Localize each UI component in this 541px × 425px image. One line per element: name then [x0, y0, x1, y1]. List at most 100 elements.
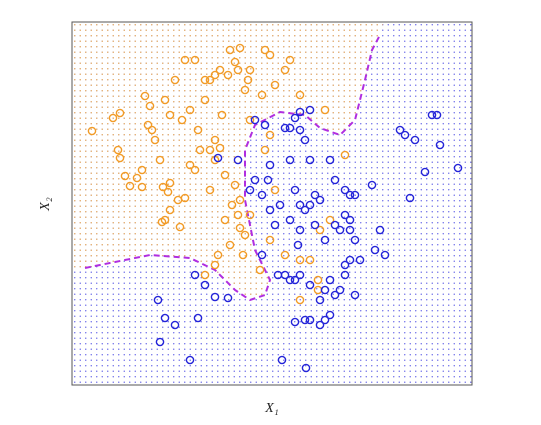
point — [260, 145, 270, 155]
point — [320, 315, 330, 325]
point — [325, 215, 335, 225]
point — [367, 180, 377, 190]
point — [295, 90, 305, 100]
point — [260, 45, 270, 55]
point — [193, 125, 203, 135]
point — [190, 165, 200, 175]
point — [315, 320, 325, 330]
point — [113, 145, 123, 155]
point — [350, 290, 360, 300]
point — [137, 182, 147, 192]
point — [340, 260, 350, 270]
point — [200, 95, 210, 105]
point — [427, 110, 437, 120]
point — [233, 155, 243, 165]
point — [290, 317, 300, 327]
point — [325, 310, 335, 320]
point — [150, 135, 160, 145]
point — [285, 55, 295, 65]
decision-boundary — [84, 34, 381, 302]
point — [325, 155, 335, 165]
point — [280, 65, 290, 75]
point — [145, 101, 155, 111]
point — [157, 217, 167, 227]
point — [193, 313, 203, 323]
point — [205, 185, 215, 195]
point — [165, 205, 175, 215]
point — [350, 235, 360, 245]
point — [240, 85, 250, 95]
point — [345, 190, 355, 200]
point — [340, 210, 350, 220]
point — [227, 200, 237, 210]
point — [223, 70, 233, 80]
point — [293, 240, 303, 250]
point — [220, 215, 230, 225]
point — [435, 140, 445, 150]
point — [230, 57, 240, 67]
point — [200, 75, 210, 85]
point — [295, 225, 305, 235]
point — [220, 170, 230, 180]
point — [147, 125, 157, 135]
point — [277, 355, 287, 365]
point — [370, 245, 380, 255]
point — [320, 235, 330, 245]
plot-frame — [71, 21, 473, 386]
point — [240, 230, 250, 240]
point — [270, 220, 280, 230]
point — [270, 185, 280, 195]
point — [217, 110, 227, 120]
point — [185, 160, 195, 170]
point — [155, 155, 165, 165]
point — [410, 135, 420, 145]
point — [160, 95, 170, 105]
point — [305, 280, 315, 290]
point — [180, 193, 190, 203]
point — [190, 270, 200, 280]
point — [315, 195, 325, 205]
point — [330, 220, 340, 230]
point — [300, 315, 310, 325]
point — [305, 255, 315, 265]
point — [405, 193, 415, 203]
point — [340, 185, 350, 195]
point — [263, 175, 273, 185]
point — [330, 290, 340, 300]
point — [257, 190, 267, 200]
point — [280, 250, 290, 260]
point — [223, 293, 233, 303]
point — [190, 55, 200, 65]
plot-area — [72, 22, 463, 373]
point — [213, 250, 223, 260]
point — [235, 43, 245, 53]
point — [310, 190, 320, 200]
point — [340, 150, 350, 160]
point — [163, 187, 173, 197]
point — [230, 180, 240, 190]
point — [305, 155, 315, 165]
point — [160, 313, 170, 323]
point — [165, 110, 175, 120]
point — [300, 135, 310, 145]
point — [205, 145, 215, 155]
point — [200, 280, 210, 290]
point — [225, 45, 235, 55]
point — [355, 255, 365, 265]
point — [225, 240, 235, 250]
point — [265, 130, 275, 140]
point — [210, 135, 220, 145]
point — [273, 270, 283, 280]
point — [335, 225, 345, 235]
point — [305, 105, 315, 115]
point — [170, 320, 180, 330]
point — [250, 175, 260, 185]
point — [340, 270, 350, 280]
point — [295, 270, 305, 280]
point — [275, 200, 285, 210]
point — [195, 145, 205, 155]
point — [345, 255, 355, 265]
point — [290, 275, 300, 285]
point — [153, 295, 163, 305]
point — [260, 120, 270, 130]
